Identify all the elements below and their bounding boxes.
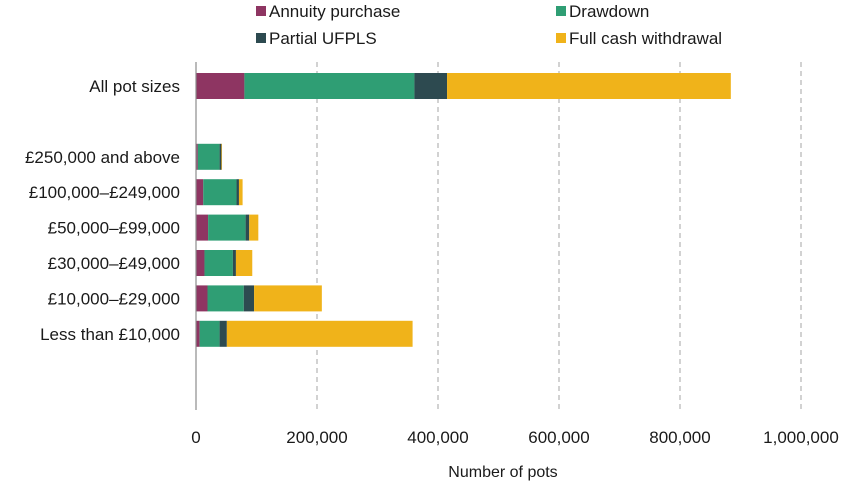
bar-drawdown-row-3 [203,179,237,206]
category-label: £30,000–£49,000 [48,254,180,273]
x-tick-label: 600,000 [528,428,589,447]
bar-drawdown-row-7 [199,320,220,347]
legend-label-1: Drawdown [569,2,649,21]
x-tick-label: 400,000 [407,428,468,447]
bar-partial-ufpls-row-5 [232,250,236,276]
category-label: £10,000–£29,000 [48,289,180,308]
bar-partial-ufpls-row-4 [245,214,250,241]
bar-annuity-purchase-row-6 [196,285,208,312]
bar-partial-ufpls-row-7 [219,320,227,347]
bar-full-cash-withdrawal-row-0 [447,73,731,99]
legend-label-2: Partial UFPLS [269,29,377,48]
x-tick-label: 800,000 [649,428,710,447]
bar-partial-ufpls-row-3 [236,179,239,206]
category-label: Less than £10,000 [40,325,180,344]
x-tick-labels: 0 200,000 400,000 600,000 800,000 1,000,000 [191,428,839,447]
bar-annuity-purchase-row-0 [196,73,245,99]
bar-drawdown-row-0 [244,73,415,99]
bar-full-cash-withdrawal-row-3 [238,179,243,206]
x-tick-label: 200,000 [286,428,347,447]
bar-full-cash-withdrawal-row-5 [235,250,253,276]
bar-full-cash-withdrawal-row-7 [226,320,413,347]
legend-label-0: Annuity purchase [269,2,400,21]
bar-full-cash-withdrawal-row-6 [254,285,322,312]
bar-annuity-purchase-row-3 [196,179,204,206]
bar-drawdown-row-2 [197,143,220,170]
gridlines [316,62,802,410]
bar-drawdown-row-5 [204,250,233,276]
x-tick-label: 1,000,000 [763,428,839,447]
category-label: £250,000 and above [25,148,180,167]
bar-drawdown-row-6 [207,285,244,312]
bar-annuity-purchase-row-5 [196,250,205,276]
legend: Annuity purchase Drawdown Partial UFPLS Ful… [256,2,722,48]
legend-label-3: Full cash withdrawal [569,29,722,48]
bar-partial-ufpls-row-0 [414,73,448,99]
bar-full-cash-withdrawal-row-2 [221,143,223,170]
legend-swatch-3 [556,33,566,43]
bar-drawdown-row-4 [208,214,246,241]
bar-full-cash-withdrawal-row-4 [249,214,259,241]
bars [196,73,731,347]
bar-annuity-purchase-row-4 [196,214,209,241]
x-tick-label: 0 [191,428,200,447]
x-axis-title: Number of pots [448,464,557,481]
category-label: £100,000–£249,000 [29,183,180,202]
bar-annuity-purchase-row-2 [196,143,198,170]
category-label: £50,000–£99,000 [48,219,180,238]
legend-swatch-1 [556,6,566,16]
category-labels: All pot sizes £250,000 and above £100,000–… [25,77,180,344]
category-label: All pot sizes [89,77,180,96]
legend-swatch-0 [256,6,266,16]
legend-swatch-2 [256,33,266,43]
bar-partial-ufpls-row-6 [243,285,255,312]
bar-partial-ufpls-row-2 [219,143,222,170]
bar-annuity-purchase-row-7 [196,320,200,347]
